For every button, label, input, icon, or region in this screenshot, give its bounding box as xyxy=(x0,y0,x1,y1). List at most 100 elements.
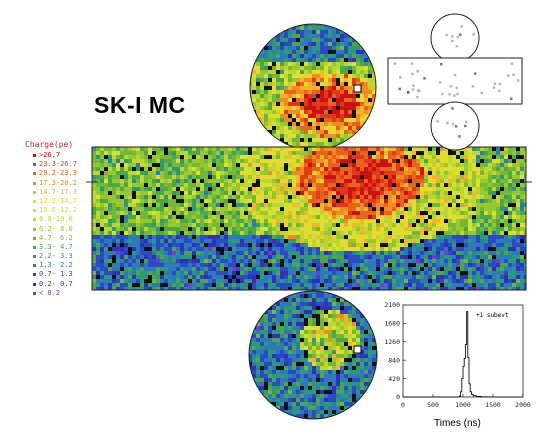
histogram-frame xyxy=(402,304,524,398)
od-hit xyxy=(455,44,459,48)
legend-swatch xyxy=(33,236,36,240)
od-hit xyxy=(453,73,457,77)
od-hit xyxy=(454,125,458,128)
barrel xyxy=(92,147,526,290)
legend-label: 23.3-26.7 xyxy=(39,160,77,169)
histogram-series xyxy=(403,311,523,398)
od-hit xyxy=(517,79,520,82)
od-hit xyxy=(451,35,454,38)
legend-label: 3.3- 4.7 xyxy=(39,242,73,251)
od-hit xyxy=(510,62,514,65)
legend-swatch xyxy=(33,209,36,213)
y-tick-label: 1680 xyxy=(384,320,400,328)
page-title: SK-I MC xyxy=(94,92,186,118)
od-hit xyxy=(498,82,502,86)
x-tick-label: 1500 xyxy=(485,401,501,409)
od-hit xyxy=(393,62,397,65)
od-hit xyxy=(498,89,501,93)
x-tick-label: 0 xyxy=(401,401,405,409)
od-hit xyxy=(451,122,455,126)
legend-label: 10.0-12.2 xyxy=(39,206,77,215)
y-tick-label: 2100 xyxy=(384,301,400,309)
legend-swatch xyxy=(33,227,36,231)
x-tick-label: 500 xyxy=(427,401,439,409)
timing-histogram: 0 500 1000 1500 2000 0 420 840 1260 1680 2100 xyxy=(384,301,531,409)
legend-item: 0.7- 1.3 xyxy=(22,270,90,279)
legend-swatch xyxy=(33,218,36,222)
y-tick-label: 420 xyxy=(388,375,400,383)
legend-item: < 0.2 xyxy=(22,289,90,298)
y-tick-label: 0 xyxy=(396,393,400,401)
legend-title: Charge(pe) xyxy=(25,140,74,149)
legend-item: 20.2-23.3 xyxy=(22,169,90,178)
legend-label: 0.2- 0.7 xyxy=(39,279,73,288)
legend-item: 23.3-26.7 xyxy=(22,160,90,169)
od-hit xyxy=(507,74,510,77)
od-hit xyxy=(510,97,513,100)
legend-label: 4.7- 6.2 xyxy=(39,233,73,242)
legend-item: 12.2-14.7 xyxy=(22,197,90,206)
legend-label: 12.2-14.7 xyxy=(39,196,77,205)
legend-swatch xyxy=(33,172,36,176)
legend-label: 6.2- 8.0 xyxy=(39,224,73,233)
legend-label: < 0.2 xyxy=(39,288,61,297)
legend-swatch xyxy=(33,181,36,185)
od-hit xyxy=(416,95,419,99)
od-hit xyxy=(438,81,442,84)
legend-item: 3.3- 4.7 xyxy=(22,243,90,252)
od-hit xyxy=(417,89,420,92)
histogram-legend: +1 subevt xyxy=(476,312,509,319)
charge-legend: Charge(pe) >26.7 23.3-26.7 20.2-23.3 17.3-2… xyxy=(22,139,90,298)
legend-item: 8.0-10.0 xyxy=(22,215,90,224)
od-hit xyxy=(472,33,475,36)
legend-swatch xyxy=(33,154,36,157)
od-hit xyxy=(493,82,497,85)
od-hit xyxy=(423,77,426,80)
od-hit xyxy=(465,120,468,124)
od-hit xyxy=(473,72,477,75)
od-hit xyxy=(436,120,439,123)
legend-item: 10.0-12.2 xyxy=(22,206,90,215)
vertex-marker xyxy=(353,84,362,93)
od-hit xyxy=(453,94,456,97)
vertex-marker xyxy=(353,345,362,354)
legend-item: 17.3-20.2 xyxy=(22,179,90,188)
od-hit xyxy=(411,72,414,76)
legend-label: 17.3-20.2 xyxy=(39,178,77,187)
legend-swatch xyxy=(33,255,36,259)
legend-label: 8.0-10.0 xyxy=(39,215,73,224)
od-hit xyxy=(451,39,454,43)
legend-item: 4.7- 6.2 xyxy=(22,234,90,243)
legend-label: 14.7-17.3 xyxy=(39,187,77,196)
od-hit xyxy=(440,62,443,66)
od-hit xyxy=(460,25,463,28)
x-tick-label: 2000 xyxy=(515,401,531,409)
od-hit xyxy=(412,84,415,87)
od-hit xyxy=(458,135,461,138)
od-hit xyxy=(449,85,453,88)
legend-item: >26.7 xyxy=(22,151,90,160)
od-hit xyxy=(398,87,401,91)
y-tick-label: 1260 xyxy=(384,338,400,346)
x-tick-label: 1000 xyxy=(455,401,471,409)
od-hit xyxy=(446,121,449,125)
od-hit xyxy=(455,86,459,90)
legend-label: 2.2- 3.3 xyxy=(39,252,73,261)
od-hit xyxy=(456,92,459,96)
od-hit xyxy=(471,85,475,88)
od-hit xyxy=(399,76,402,79)
od-hit xyxy=(406,91,410,94)
od-hit xyxy=(410,62,414,65)
legend-item: 6.2- 8.0 xyxy=(22,225,90,234)
legend-swatch xyxy=(33,291,36,295)
outer-detector-display xyxy=(387,13,523,151)
legend-swatch xyxy=(33,264,36,268)
od-hit xyxy=(448,93,451,96)
legend-item: 0.2- 0.7 xyxy=(22,280,90,289)
histogram-x-axis-label: Times (ns) xyxy=(434,418,481,429)
od-hit xyxy=(459,33,462,36)
od-hit xyxy=(492,86,496,89)
legend-swatch xyxy=(33,190,36,194)
